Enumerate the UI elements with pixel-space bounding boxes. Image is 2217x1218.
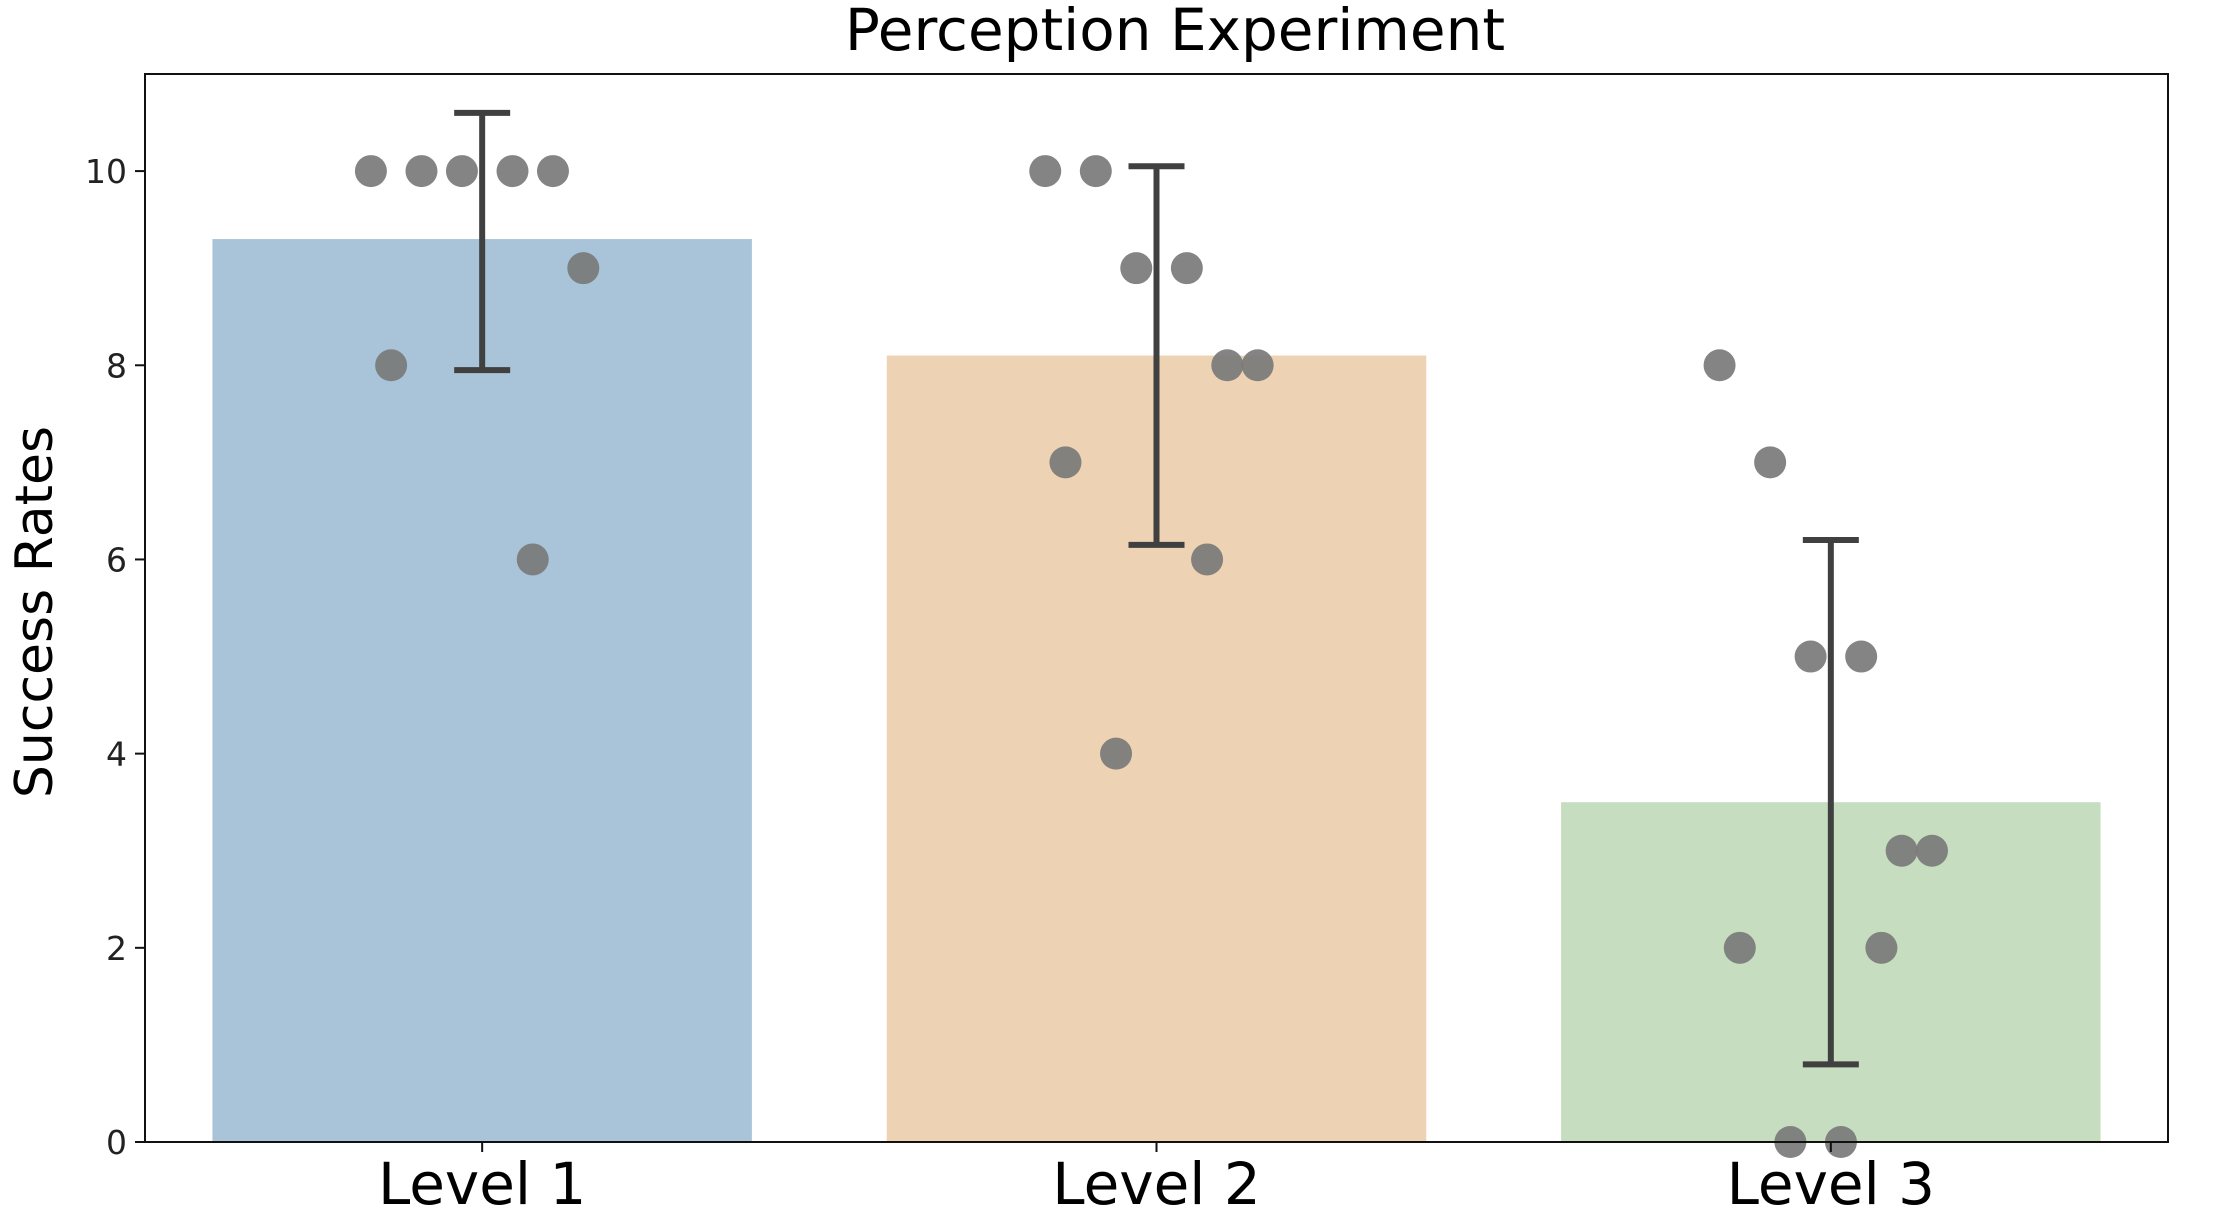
errorbars-layer	[454, 109, 1859, 1068]
y-tick-label: 4	[106, 735, 127, 774]
data-point	[1845, 640, 1878, 673]
x-tick-label: Level 2	[1052, 1150, 1260, 1218]
x-tick-label: Level 3	[1727, 1150, 1935, 1218]
x-axis: Level 1 Level 2 Level 3	[378, 1142, 1935, 1218]
points-layer	[354, 155, 1948, 1158]
data-point	[445, 155, 478, 188]
y-axis: 0 2 4 6 8 10	[85, 152, 145, 1162]
error-bar-2	[1128, 163, 1185, 548]
error-bar-1	[454, 109, 511, 374]
data-point	[375, 349, 408, 382]
y-tick-label: 2	[106, 929, 127, 968]
data-point	[1794, 640, 1827, 673]
data-point	[1079, 155, 1112, 188]
data-point	[496, 155, 529, 188]
data-point	[1029, 155, 1062, 188]
y-axis-label: Success Rates	[5, 426, 65, 798]
y-tick-label: 6	[106, 540, 127, 579]
data-point	[405, 155, 438, 188]
data-point	[1703, 349, 1736, 382]
data-point	[1754, 446, 1787, 479]
data-point	[1120, 252, 1153, 285]
data-point	[1723, 931, 1756, 964]
y-tick-label: 0	[106, 1123, 127, 1162]
data-point	[1100, 737, 1133, 770]
data-point	[1885, 834, 1918, 867]
data-point	[567, 252, 600, 285]
chart-title: Perception Experiment	[845, 0, 1505, 64]
data-point	[1915, 834, 1948, 867]
data-point	[1211, 349, 1244, 382]
y-tick-label: 8	[106, 346, 127, 385]
data-point	[1241, 349, 1274, 382]
y-tick-label: 10	[85, 152, 127, 191]
bar-1	[212, 239, 752, 1142]
data-point	[1049, 446, 1082, 479]
data-point	[516, 543, 549, 576]
data-point	[536, 155, 569, 188]
data-point	[1191, 543, 1224, 576]
data-point	[1170, 252, 1203, 285]
data-point	[354, 155, 387, 188]
data-point	[1865, 931, 1898, 964]
x-tick-label: Level 1	[378, 1150, 586, 1218]
error-bar-3	[1802, 537, 1859, 1068]
